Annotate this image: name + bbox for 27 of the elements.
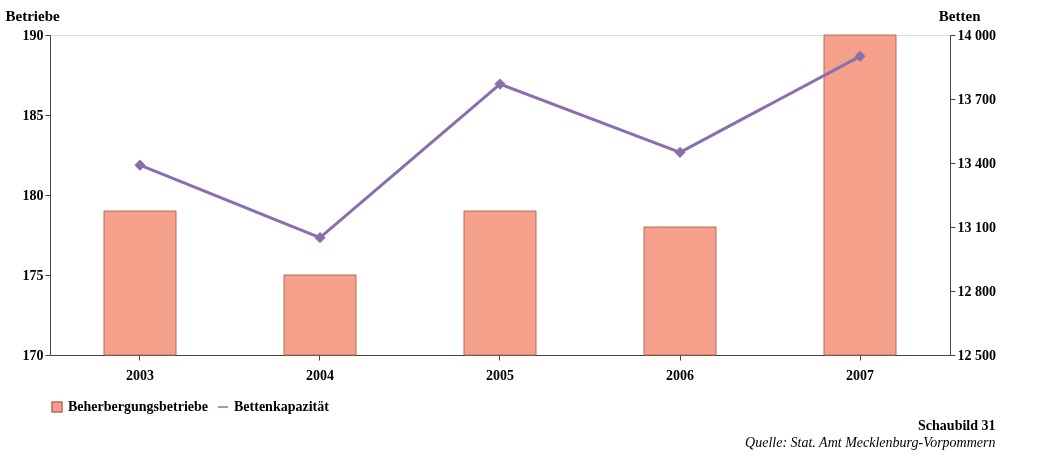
y2-tick-label: 12 500 [957,347,996,363]
x-tick-label: 2003 [126,367,154,383]
x-tick-label: 2006 [666,367,694,383]
y2-tick-label: 12 800 [957,283,996,299]
y2-tick-label: 14 000 [957,27,996,43]
x-tick-label: 2007 [846,367,874,383]
point [854,51,866,62]
y-tick-label: 185 [22,107,44,123]
source-note: Quelle: Stat. Amt Mecklenburg-Vorpommern [745,435,996,450]
point [134,159,146,171]
point [494,78,506,90]
y2-tick-label: 13 100 [957,219,996,235]
y2-axis-title: Betten [938,7,982,24]
legend-label: Beherbergungsbetriebe [68,399,208,414]
x-tick-label: 2005 [486,367,514,383]
point [674,147,686,158]
y2-tick-label: 13 400 [957,155,996,171]
y2-tick-label: 13 700 [957,91,996,107]
legend-label: Bettenkapazität [234,399,330,414]
y-tick-label: 170 [22,347,44,363]
y-tick-label: 175 [22,267,44,283]
y-axis-title: Betriebe [5,7,60,24]
point [314,232,326,243]
x-tick-label: 2004 [306,367,334,383]
text: Schaubild 31 [918,418,996,433]
y-tick-label: 190 [22,27,44,43]
y-tick-label: 180 [22,187,44,203]
